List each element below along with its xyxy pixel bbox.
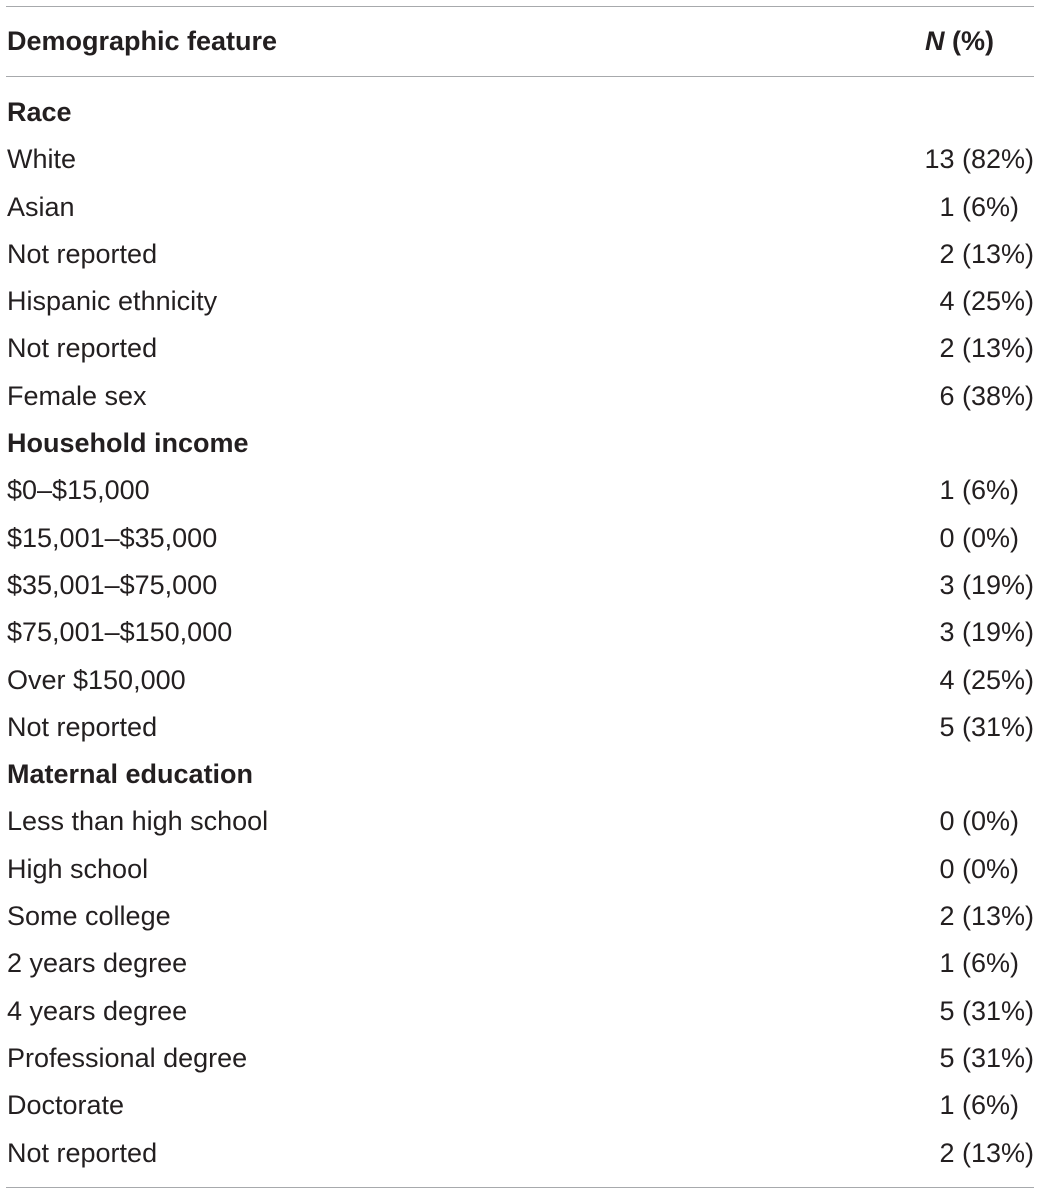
- row-label: Not reported: [7, 1137, 158, 1168]
- table-row: High school 0 (0%): [6, 846, 1034, 893]
- row-label: $35,001–$75,000: [7, 569, 218, 600]
- row-value: 5 (31%): [939, 995, 1034, 1026]
- row-label: Over $150,000: [7, 664, 186, 695]
- row-label: Doctorate: [7, 1090, 125, 1121]
- table-row: Doctorate 1 (6%): [6, 1082, 1034, 1129]
- table-row: Less than high school 0 (0%): [6, 798, 1034, 845]
- row-label: Asian: [7, 191, 75, 222]
- row-value: 0 (0%): [939, 853, 1019, 884]
- row-label: 2 years degree: [7, 948, 188, 979]
- table-row: Some college 2 (13%): [6, 893, 1034, 940]
- top-rule: [6, 6, 1034, 7]
- row-value: 2 (13%): [939, 238, 1034, 269]
- row-label: High school: [7, 853, 149, 884]
- row-label: Some college: [7, 901, 171, 932]
- table-row: $15,001–$35,000 0 (0%): [6, 515, 1034, 562]
- row-value: 5 (31%): [939, 1042, 1034, 1073]
- table-row: $75,001–$150,000 3 (19%): [6, 609, 1034, 656]
- row-value: 1 (6%): [939, 1090, 1019, 1121]
- row-value: 6 (38%): [939, 380, 1034, 411]
- section-label: Maternal education: [7, 759, 254, 790]
- row-label: $0–$15,000: [7, 475, 150, 506]
- header-n: N: [925, 26, 945, 56]
- row-value: 13 (82%): [924, 144, 1034, 175]
- row-value: 3 (19%): [939, 617, 1034, 648]
- row-value: 2 (13%): [939, 333, 1034, 364]
- row-label: Professional degree: [7, 1042, 248, 1073]
- row-value: 5 (31%): [939, 711, 1034, 742]
- table-row: White 13 (82%): [6, 136, 1034, 183]
- table-row: Not reported 5 (31%): [6, 704, 1034, 751]
- section-label: Household income: [7, 428, 249, 459]
- table-row: Not reported 2 (13%): [6, 325, 1034, 372]
- table-header-row: Demographic feature N (%): [6, 7, 1034, 76]
- bottom-rule: [6, 1186, 1034, 1188]
- row-label: $75,001–$150,000: [7, 617, 233, 648]
- header-rule: [6, 76, 1034, 77]
- header-percent: (%): [944, 26, 994, 56]
- table-row: Over $150,000 4 (25%): [6, 657, 1034, 704]
- row-label: Hispanic ethnicity: [7, 286, 218, 317]
- row-value: 1 (6%): [939, 948, 1019, 979]
- table-row: Hispanic ethnicity 4 (25%): [6, 278, 1034, 325]
- row-value: 4 (25%): [939, 286, 1034, 317]
- table-row: Asian 1 (6%): [6, 184, 1034, 231]
- table-body: Race White 13 (82%) Asian 1 (6%) Not reported…: [6, 77, 1034, 1187]
- row-value: 0 (0%): [939, 806, 1019, 837]
- section-label: Race: [7, 97, 72, 127]
- row-value: 4 (25%): [939, 664, 1034, 695]
- table-row: $35,001–$75,000 3 (19%): [6, 562, 1034, 609]
- row-value: 3 (19%): [939, 569, 1034, 600]
- table-row: 2 years degree 1 (6%): [6, 940, 1034, 987]
- demographics-table: Demographic feature N (%) Race White 13 (8…: [6, 6, 1034, 1188]
- row-label: Female sex: [7, 380, 147, 411]
- section-header-row: Household income: [6, 420, 1034, 467]
- table-row: 4 years degree 5 (31%): [6, 988, 1034, 1035]
- table-row: Female sex 6 (38%): [6, 373, 1034, 420]
- row-label: Not reported: [7, 238, 158, 269]
- row-value: 2 (13%): [939, 901, 1034, 932]
- header-demographic-feature: Demographic feature: [7, 26, 278, 56]
- row-value: 1 (6%): [939, 475, 1019, 506]
- row-label: Not reported: [7, 711, 158, 742]
- row-value: 2 (13%): [939, 1137, 1034, 1168]
- row-label: $15,001–$35,000: [7, 522, 218, 553]
- row-label: Not reported: [7, 333, 158, 364]
- row-label: Less than high school: [7, 806, 269, 837]
- section-header-row: Race: [6, 89, 1034, 136]
- table-row: $0–$15,000 1 (6%): [6, 467, 1034, 514]
- table-row: Not reported 2 (13%): [6, 1130, 1034, 1177]
- row-label: White: [7, 144, 77, 175]
- section-header-row: Maternal education: [6, 751, 1034, 798]
- row-label: 4 years degree: [7, 995, 188, 1026]
- row-value: 1 (6%): [939, 191, 1019, 222]
- row-value: 0 (0%): [939, 522, 1019, 553]
- table-row: Not reported 2 (13%): [6, 231, 1034, 278]
- header-n-percent: N (%): [925, 7, 994, 76]
- table-row: Professional degree 5 (31%): [6, 1035, 1034, 1082]
